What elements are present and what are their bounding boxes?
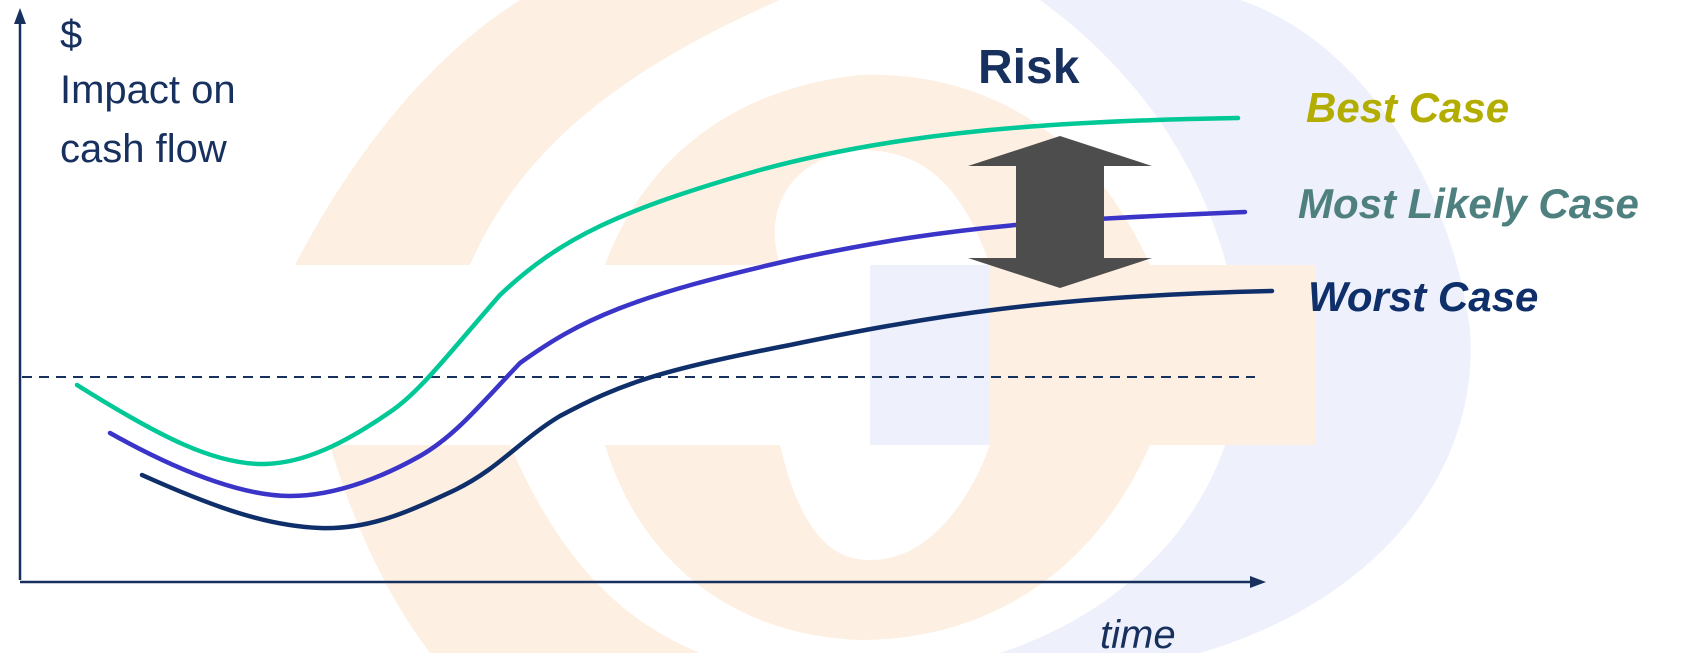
- risk-double-arrow: [968, 136, 1152, 288]
- most-likely-case-label: Most Likely Case: [1298, 180, 1639, 227]
- axes: [14, 8, 1266, 588]
- y-axis-arrowhead: [14, 8, 26, 24]
- watermark-orange-outer-ring: [295, 0, 780, 653]
- background-watermark: [295, 0, 1471, 653]
- best-case-label: Best Case: [1306, 84, 1509, 131]
- worst-case-label: Worst Case: [1308, 273, 1538, 320]
- x-axis-arrowhead: [1250, 576, 1266, 588]
- y-axis-label-line1: Impact on: [60, 68, 236, 112]
- scenario-curves: [74, 115, 1275, 531]
- best-case-curve: [74, 115, 1241, 467]
- worst-case-curve: [139, 288, 1275, 531]
- most-likely-case-curve: [107, 209, 1248, 499]
- risk-label: Risk: [978, 41, 1080, 94]
- watermark-orange-inner-ring: [605, 74, 1315, 640]
- x-axis-label: time: [1100, 613, 1176, 653]
- y-axis-dollar-symbol: $: [60, 13, 82, 57]
- y-axis-label-line2: cash flow: [60, 127, 227, 171]
